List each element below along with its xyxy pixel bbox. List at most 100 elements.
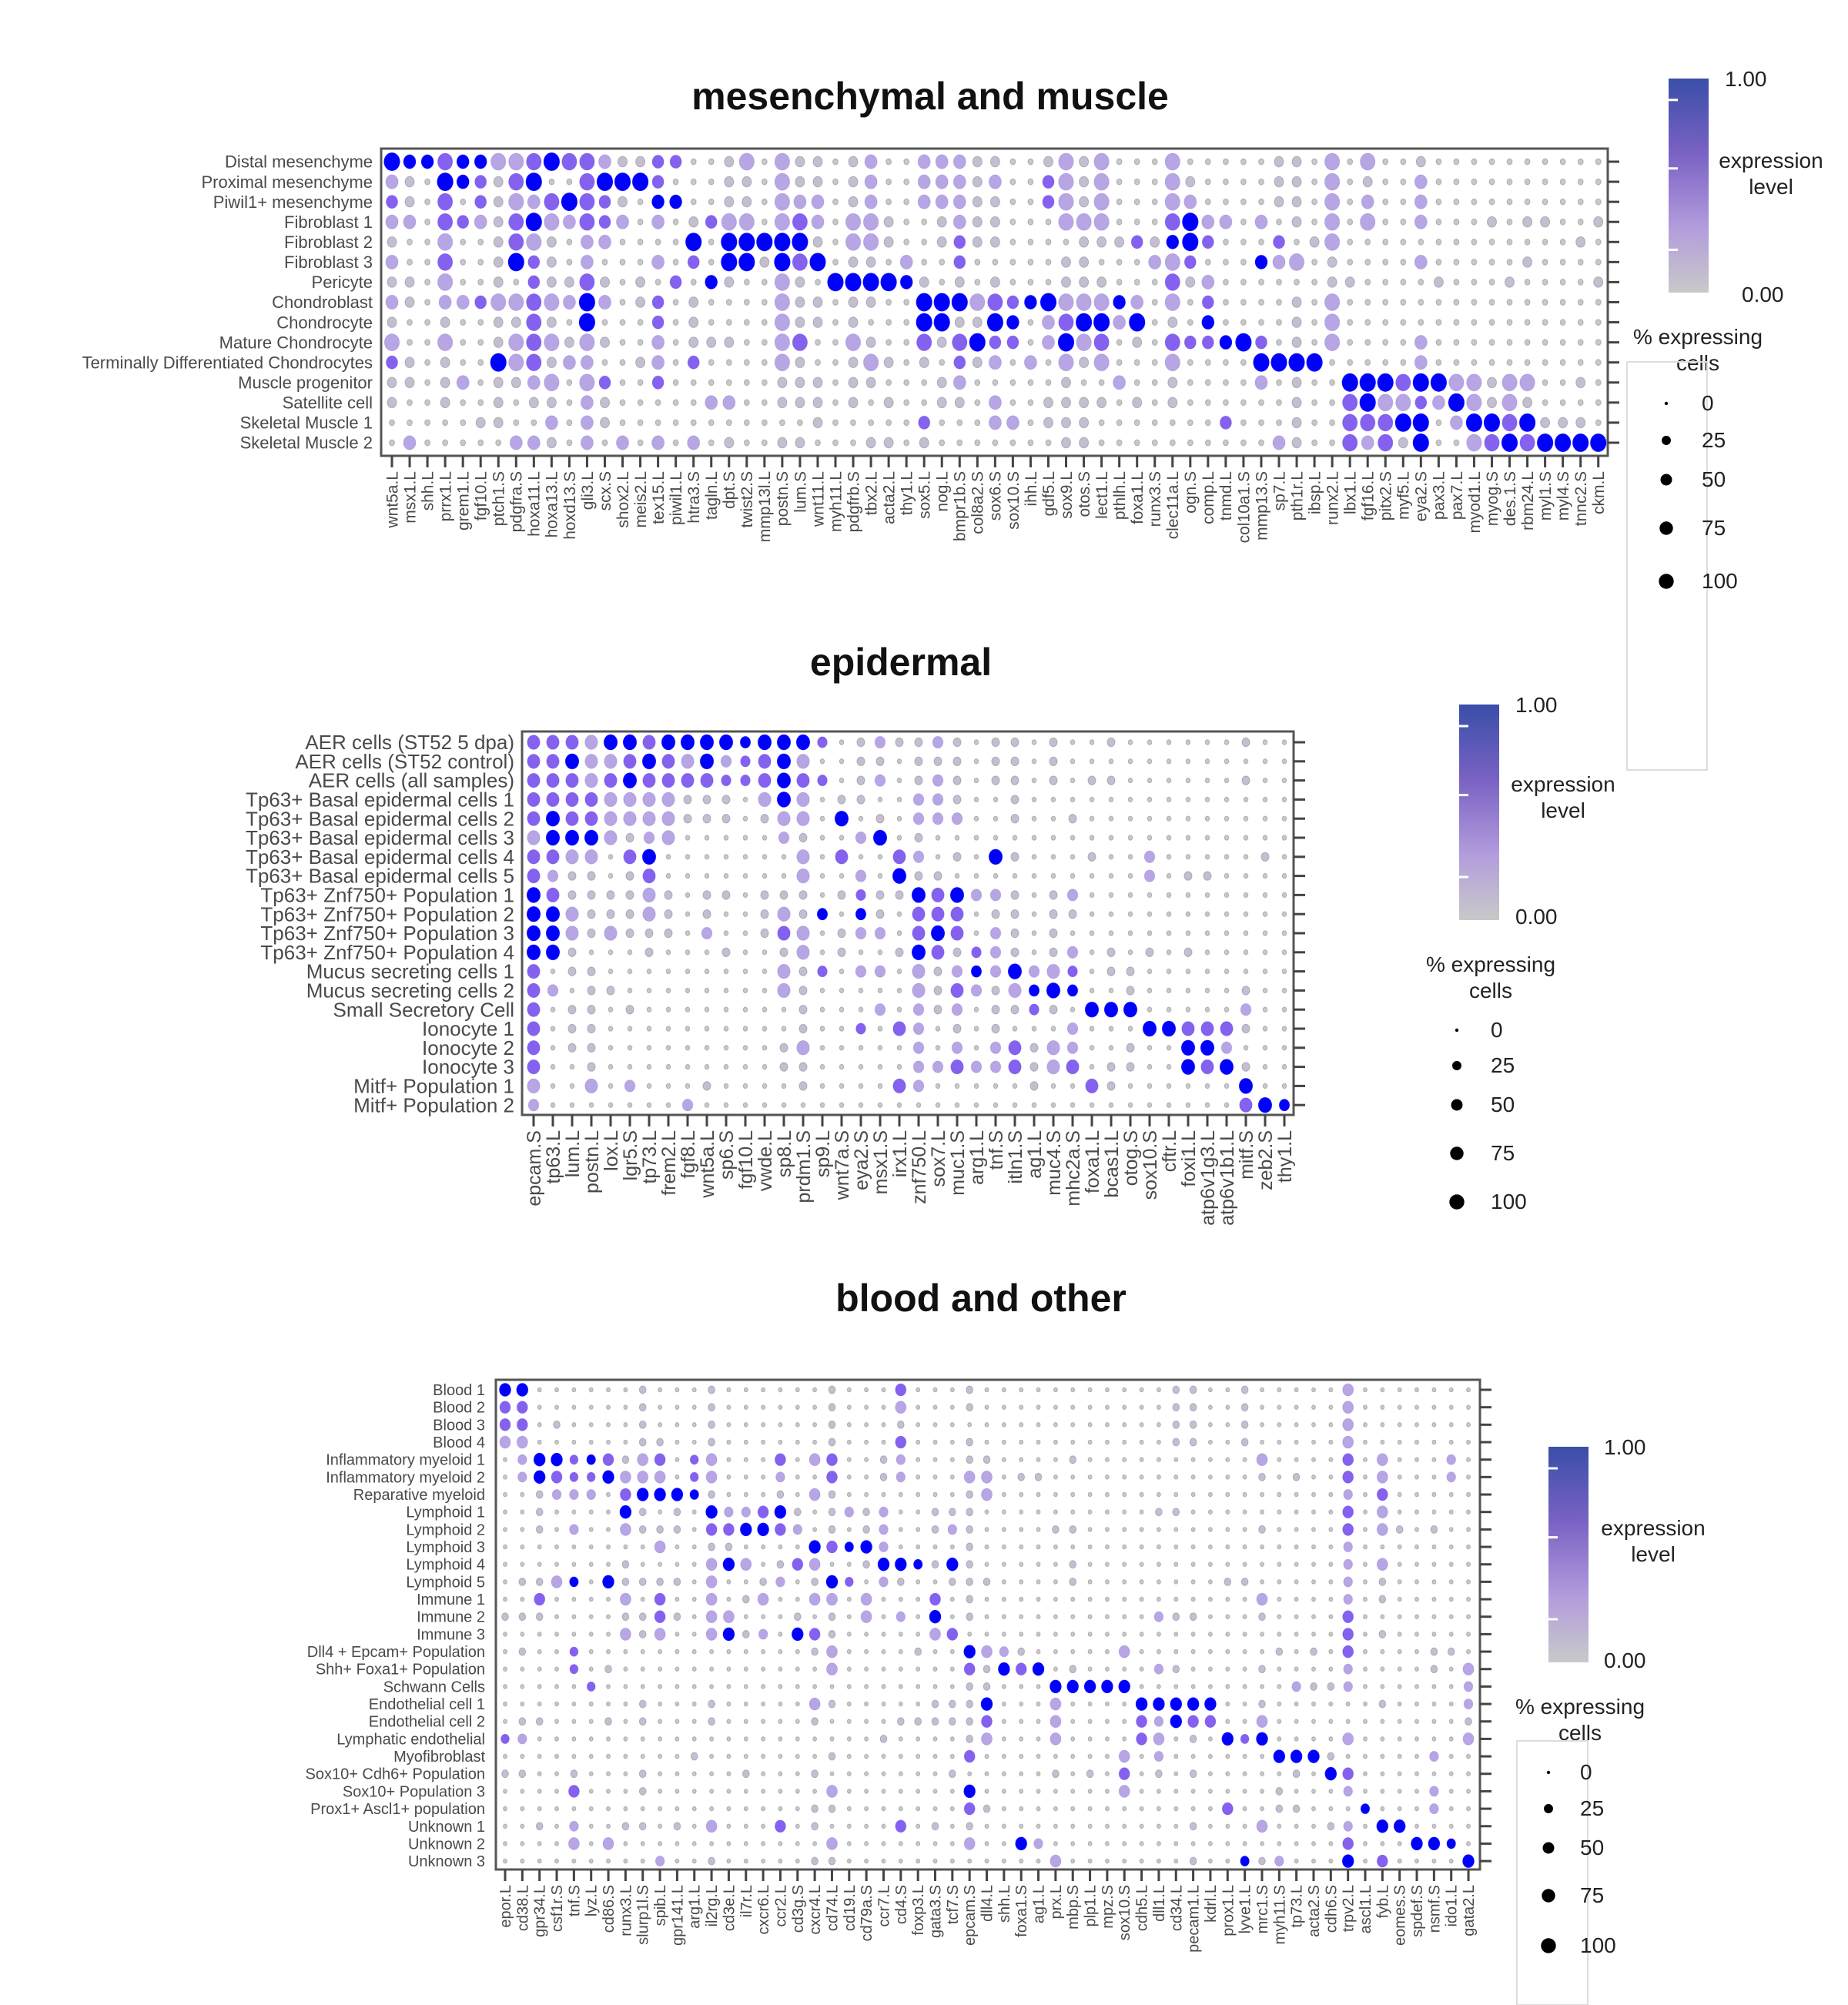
- dot-ag1.L-13: [1036, 1614, 1041, 1620]
- dot-dll4.L-6: [980, 1488, 993, 1501]
- color-legend-title: expression: [1719, 149, 1823, 172]
- dot-pthlh.L-9: [1116, 339, 1123, 346]
- dot-myh11.S-3: [1277, 1439, 1282, 1445]
- dot-ag1.L-8: [1036, 1527, 1041, 1532]
- dot-trpv2.L-9: [1343, 1541, 1354, 1553]
- dot-shh.L-5: [424, 259, 431, 266]
- dot-runx3.L-6: [619, 1488, 631, 1501]
- dot-twist2.S-0: [738, 152, 755, 171]
- dot-eomes.S-13: [1397, 1614, 1402, 1620]
- dot-wnt7a.S-13: [839, 987, 845, 994]
- dot-bcas1.L-19: [1108, 1102, 1114, 1108]
- dot-mrc1.S-4: [1256, 1453, 1268, 1467]
- dot-il2rg.L-6: [708, 1490, 715, 1499]
- dot-gdf5.L-1: [1042, 174, 1055, 189]
- dot-ihh.L-1: [1027, 178, 1034, 186]
- dot-ogn.S-9: [1183, 335, 1197, 350]
- dot-gata3.S-4: [932, 1457, 938, 1463]
- dot-tp63.L-3: [546, 792, 560, 808]
- dot-csf1r.S-0: [554, 1387, 559, 1393]
- dot-dll4.L-11: [983, 1577, 991, 1586]
- dot-epor.L-0: [498, 1382, 512, 1397]
- dot-lgr5.S-0: [622, 734, 638, 751]
- dot-pdgfra.S-7: [508, 293, 524, 312]
- dot-ibsp.L-12: [1311, 399, 1318, 407]
- dot-tnmd.L-14: [1222, 439, 1229, 447]
- dot-sox5.L-4: [921, 238, 928, 246]
- dot-ckm.L-10: [1595, 359, 1602, 367]
- dot-acta2.S-3: [1311, 1439, 1316, 1445]
- dot-ag1.L-17: [1036, 1684, 1041, 1689]
- dot-gata2.L-27: [1461, 1853, 1475, 1869]
- dot-zeb2.S-15: [1262, 1026, 1268, 1032]
- dot-myl4.S-10: [1559, 359, 1566, 367]
- dot-cd3e.L-0: [726, 1387, 732, 1393]
- dot-ckm.L-14: [1589, 433, 1607, 453]
- dot-hoxa13.L-5: [546, 256, 557, 268]
- dot-tbx2.L-10: [862, 353, 879, 372]
- dot-cd86.S-18: [606, 1701, 611, 1707]
- dot-mrc1.S-18: [1258, 1699, 1266, 1709]
- dot-ccr2.L-19: [778, 1719, 783, 1725]
- dot-ag1.L-24: [1036, 1806, 1041, 1812]
- dot-comp.L-5: [1204, 259, 1211, 266]
- dot-muc1.S-19: [954, 1102, 960, 1108]
- dot-tnf.S-11: [989, 946, 1002, 959]
- dot-tnf.S-0: [991, 737, 1000, 748]
- dot-sox5.L-6: [919, 276, 929, 288]
- dot-hoxa11.L-5: [527, 255, 541, 269]
- dot-msx1.S-2: [874, 774, 886, 787]
- dot-wnt5a.L-12: [704, 968, 710, 975]
- dot-mpz.S-1: [1104, 1404, 1110, 1411]
- dot-fyb.L-24: [1380, 1806, 1385, 1812]
- dot-wnt5a.L-12: [387, 397, 397, 409]
- dot-sox5.L-2: [917, 194, 931, 209]
- dot-lum.S-1: [795, 176, 805, 188]
- dot-prrx1.L-4: [437, 233, 454, 251]
- row-label: Sox10+ Cdh6+ Population: [305, 1766, 485, 1783]
- dot-cftr.L-11: [1166, 949, 1172, 956]
- dot-runx3.L-25: [621, 1822, 630, 1831]
- dot-muc4.S-3: [1050, 796, 1056, 803]
- dot-epcam.S-5: [527, 830, 541, 845]
- dot-myh11.S-5: [1277, 1474, 1282, 1480]
- dot-dll1.L-24: [1156, 1806, 1161, 1812]
- dot-lox.L-17: [608, 1063, 614, 1070]
- dot-pax7.L-14: [1453, 439, 1460, 447]
- dot-csf1r.S-3: [554, 1439, 559, 1445]
- gene-label: sox10.S: [1005, 471, 1023, 530]
- dot-tagln.L-7: [708, 299, 715, 306]
- dot-runx2.L-0: [1324, 152, 1341, 171]
- dot-spib.L-2: [658, 1421, 663, 1428]
- dot-il7r.L-20: [743, 1736, 748, 1742]
- dot-lum.L-12: [567, 966, 577, 976]
- dot-gpr141.L-27: [675, 1858, 680, 1864]
- dot-itln1.S-1: [1010, 756, 1019, 767]
- dot-arg1.L-10: [973, 930, 979, 936]
- dot-cd86.S-21: [606, 1753, 611, 1759]
- dot-atp6v1b1.L-6: [1224, 854, 1230, 860]
- dot-mmp13l.L-12: [761, 399, 768, 407]
- dot-mpz.S-4: [1104, 1457, 1110, 1463]
- dot-col10a1.S-1: [1240, 178, 1247, 186]
- dot-sp8.L-19: [781, 1102, 787, 1108]
- dot-foxp3.L-3: [916, 1439, 921, 1445]
- dot-meis2.L-5: [637, 259, 644, 266]
- dot-lum.L-0: [565, 735, 579, 750]
- dot-mitf.S-10: [1243, 930, 1249, 936]
- gene-label: sox10.S: [1116, 1885, 1133, 1940]
- dot-gata2.L-18: [1463, 1698, 1474, 1710]
- dot-ogn.S-6: [1185, 276, 1196, 288]
- dot-mpz.S-17: [1100, 1679, 1114, 1694]
- dot-wnt7a.S-12: [839, 968, 845, 975]
- dot-wnt7a.S-18: [839, 1083, 845, 1090]
- dot-vwde.L-6: [762, 854, 768, 860]
- dot-frem2.L-7: [665, 872, 671, 879]
- dot-pax3.L-8: [1435, 319, 1442, 326]
- dot-msx1.S-18: [877, 1083, 883, 1090]
- dot-lyz.L-1: [588, 1404, 594, 1411]
- dot-fgf8.L-14: [685, 1006, 691, 1013]
- dot-mitf.S-14: [1240, 1002, 1252, 1016]
- dot-thy1.L-14: [1281, 1006, 1287, 1013]
- dot-ido1.L-26: [1446, 1838, 1457, 1849]
